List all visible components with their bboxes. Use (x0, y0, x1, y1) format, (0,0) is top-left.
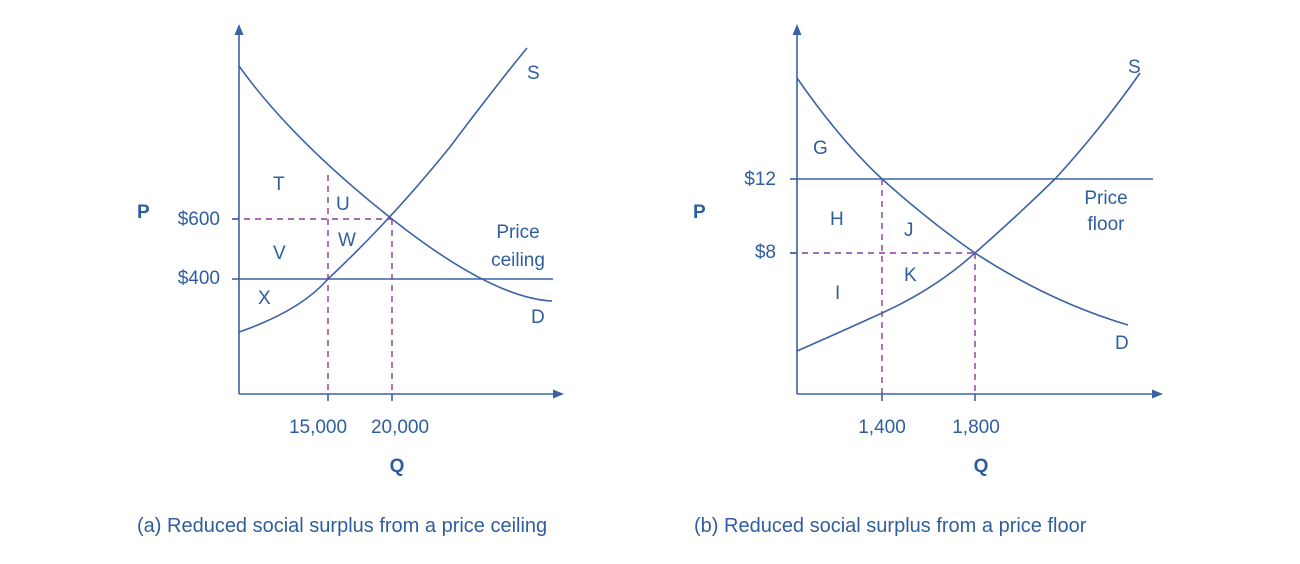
panel-b-price-high-label: $12 (744, 169, 776, 190)
panel-a-caption: (a) Reduced social surplus from a price … (137, 515, 547, 537)
panel-a-x-axis-arrow (553, 389, 564, 399)
panel-a-y-axis-arrow (234, 24, 244, 35)
panel-a-qty-high-label: 20,000 (371, 417, 429, 438)
panel-b-area-h: H (830, 209, 844, 230)
panel-a-price-low-label: $400 (178, 268, 220, 289)
panel-a-policy-label-line1: Price (496, 222, 539, 243)
panel-b-area-g: G (813, 138, 828, 159)
panel-a-x-axis-title: Q (390, 456, 405, 477)
panel-a-price-high-label: $600 (178, 209, 220, 230)
panel-b-demand-label: D (1115, 333, 1129, 354)
panel-b: P Q $12 $8 1,400 1,800 S D Price floor G… (693, 24, 1163, 537)
panel-b-area-i: I (835, 283, 840, 304)
panel-b-qty-low-label: 1,400 (858, 417, 906, 438)
panel-b-area-j: J (904, 220, 914, 241)
panel-b-supply-curve (796, 72, 1141, 352)
panel-a-demand-label: D (531, 307, 545, 328)
panel-a-supply-curve (238, 47, 528, 333)
panel-b-caption: (b) Reduced social surplus from a price … (694, 515, 1087, 537)
panel-b-x-axis-title: Q (974, 456, 989, 477)
panel-b-qty-high-label: 1,800 (952, 417, 1000, 438)
panel-a-qty-low-label: 15,000 (289, 417, 347, 438)
panel-b-demand-curve (796, 77, 1129, 326)
panel-a-area-u: U (336, 194, 350, 215)
panel-b-policy-label-line2: floor (1088, 214, 1126, 235)
panel-a-y-axis-title: P (137, 202, 150, 223)
panel-b-y-axis-title: P (693, 202, 706, 223)
panel-a-area-v: V (273, 243, 286, 264)
panel-b-y-axis-arrow (792, 24, 802, 35)
panel-a: P Q $600 $400 15,000 20,000 S D Price ce… (137, 24, 564, 537)
panel-a-area-x: X (258, 288, 271, 309)
panel-a-area-w: W (338, 230, 356, 251)
panel-b-x-axis-arrow (1152, 389, 1163, 399)
panel-b-policy-label-line1: Price (1084, 188, 1127, 209)
panel-a-area-t: T (273, 174, 285, 195)
panel-b-area-k: K (904, 265, 917, 286)
panel-b-supply-label: S (1128, 57, 1141, 78)
panel-a-supply-label: S (527, 63, 540, 84)
panel-a-policy-label-line2: ceiling (491, 250, 545, 271)
panel-b-price-low-label: $8 (755, 242, 776, 263)
